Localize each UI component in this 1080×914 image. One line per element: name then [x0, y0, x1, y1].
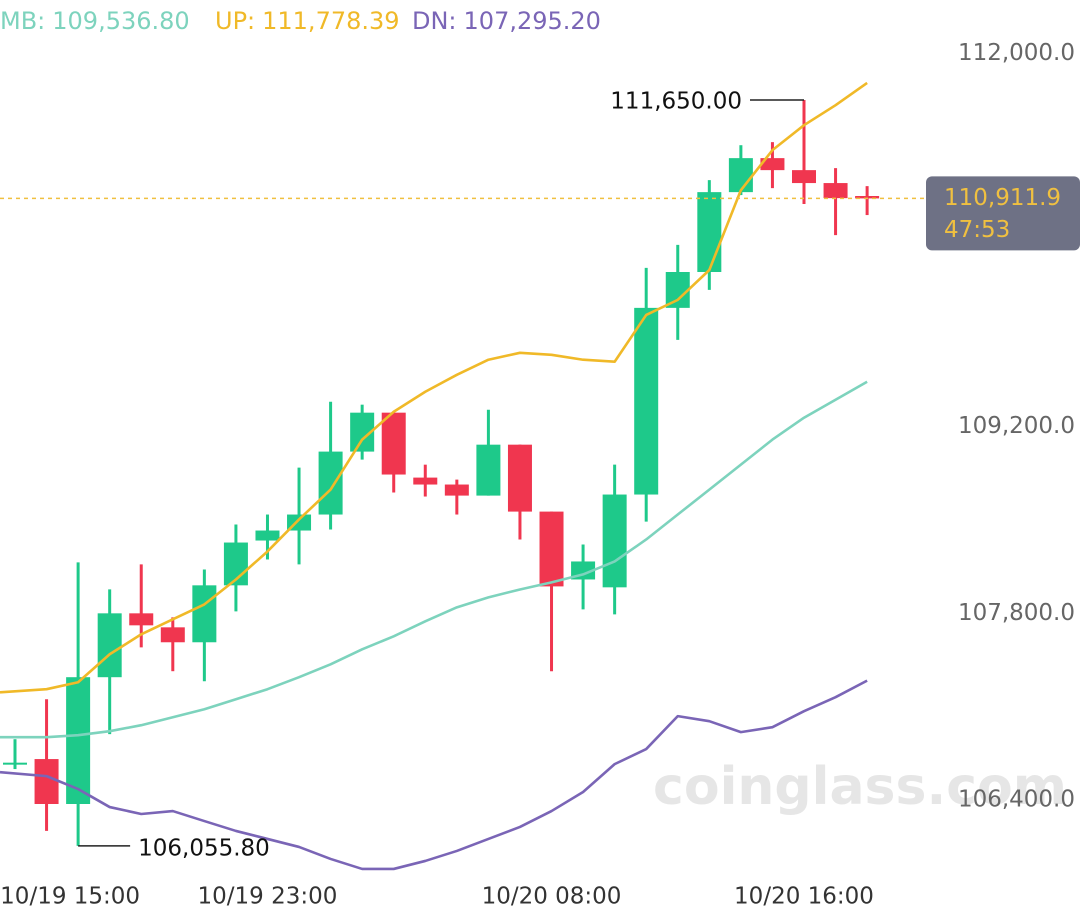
y-tick-label: 112,000.0	[958, 40, 1075, 66]
x-tick-label: 10/20 08:00	[482, 884, 622, 910]
price-tag	[926, 176, 1080, 251]
candle-body	[444, 484, 469, 496]
candle-body	[413, 477, 438, 485]
legend-entry: MB: 109,536.80	[0, 7, 190, 35]
candle-body	[129, 613, 154, 626]
candle-body	[792, 170, 816, 184]
candle-body	[539, 511, 564, 587]
x-tick-label: 10/20 16:00	[734, 884, 874, 910]
candle-body	[855, 196, 880, 199]
legend-value: 111,778.39	[262, 7, 399, 35]
candle-body	[97, 613, 122, 678]
candle-body	[381, 412, 406, 475]
band-line	[0, 679, 868, 871]
x-tick-label: 10/19 23:00	[198, 884, 338, 910]
candle-body	[66, 677, 91, 804]
legend-name: UP:	[215, 7, 255, 35]
candle-body	[634, 307, 659, 495]
candle-body	[34, 759, 59, 804]
x-tick-label: 10/19 15:00	[0, 884, 140, 910]
watermark: coinglass.com	[653, 757, 1067, 817]
candle-body	[760, 158, 785, 171]
candle-body	[697, 192, 722, 272]
y-tick-label: 109,200.0	[958, 413, 1075, 439]
candle-body	[823, 183, 848, 199]
candle-body	[728, 158, 753, 193]
candle-body	[3, 762, 27, 765]
candle-body	[665, 272, 690, 308]
price-tag-countdown: 47:53	[944, 217, 1010, 243]
y-tick-label: 106,400.0	[958, 787, 1075, 813]
legend-entry: DN: 107,295.20	[412, 7, 601, 35]
legend-entry: UP: 111,778.39	[215, 7, 400, 35]
candle-body	[318, 451, 343, 515]
min-label: 106,055.80	[138, 835, 270, 861]
max-label: 111,650.00	[610, 89, 742, 115]
legend-name: DN:	[412, 7, 457, 35]
candle-body	[160, 627, 185, 643]
candle-body	[476, 444, 501, 496]
candle-body	[602, 494, 627, 588]
price-tag-value: 110,911.9	[944, 185, 1061, 211]
candle-body	[255, 530, 280, 541]
band-line	[0, 380, 868, 739]
y-tick-label: 107,800.0	[958, 600, 1075, 626]
band-line	[0, 81, 868, 694]
candle-body	[507, 444, 532, 512]
candle-body	[192, 585, 217, 643]
legend-value: 107,295.20	[464, 7, 601, 35]
legend-name: MB:	[0, 7, 45, 35]
legend-value: 109,536.80	[52, 7, 189, 35]
